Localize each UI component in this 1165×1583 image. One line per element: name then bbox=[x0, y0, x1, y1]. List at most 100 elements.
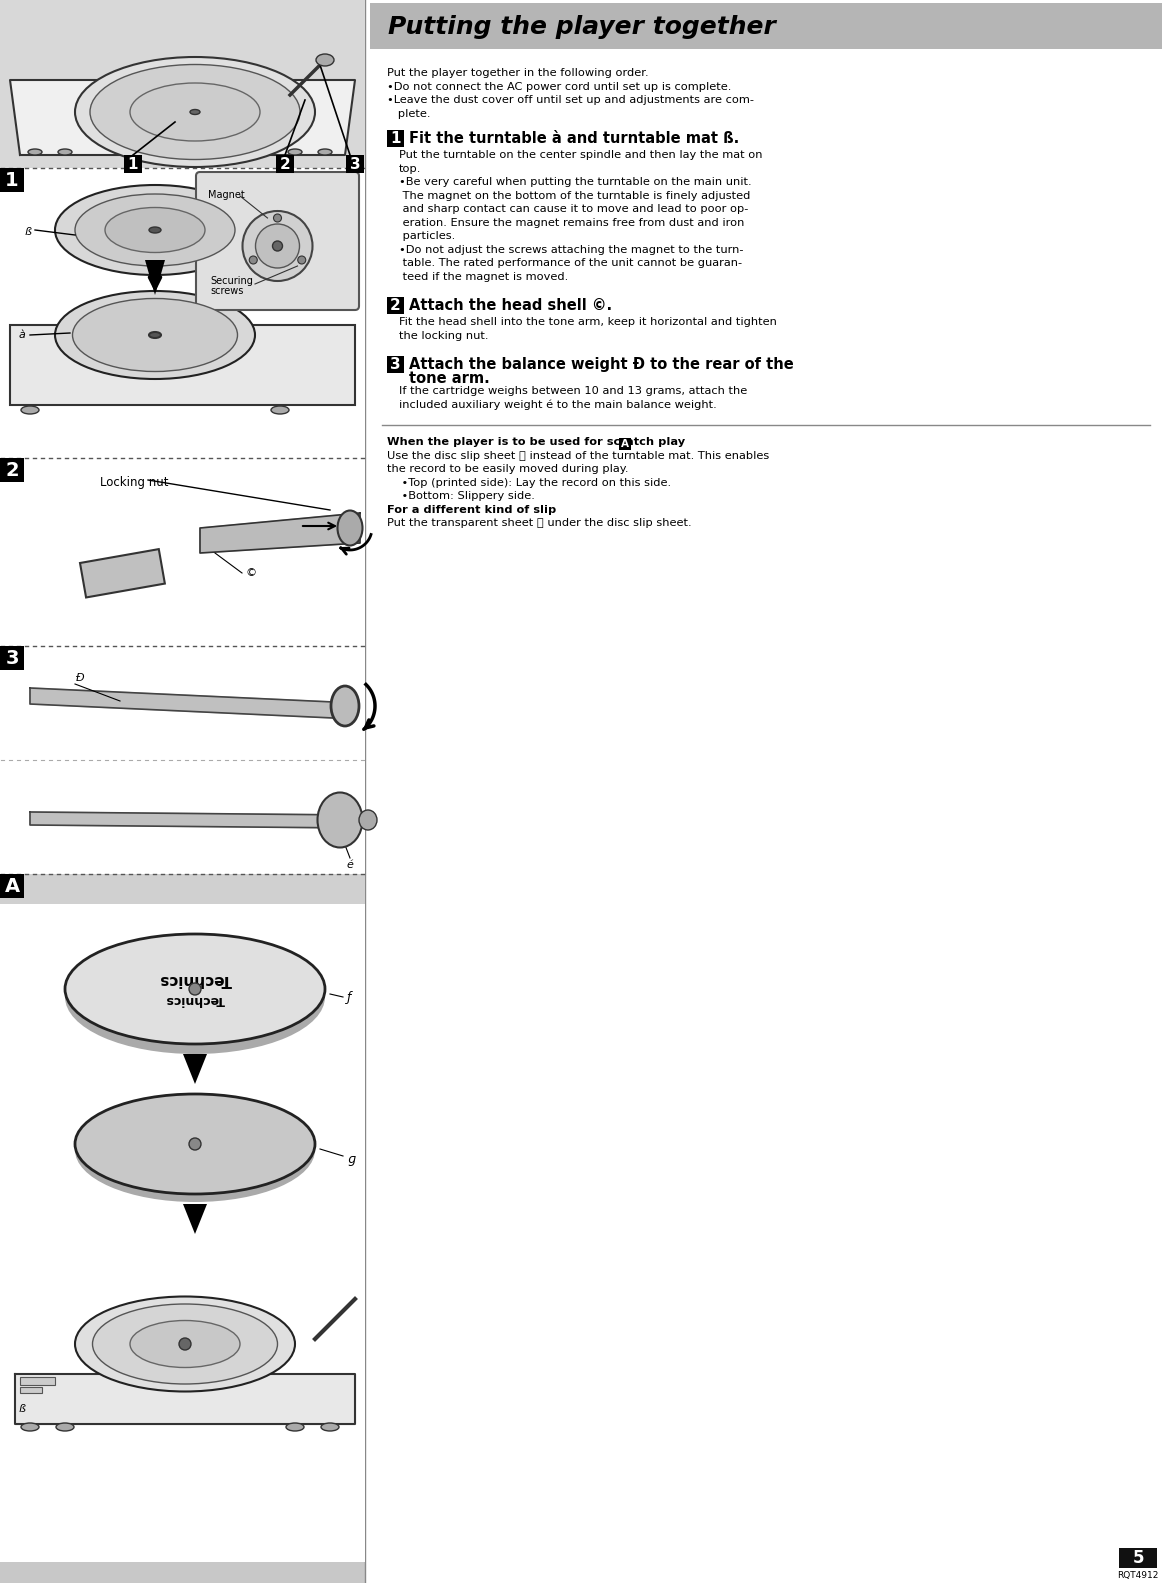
Text: •Leave the dust cover off until set up and adjustments are com-: •Leave the dust cover off until set up a… bbox=[387, 95, 754, 104]
Ellipse shape bbox=[149, 226, 161, 233]
Text: •Top (printed side): Lay the record on this side.: •Top (printed side): Lay the record on t… bbox=[387, 478, 671, 488]
Bar bbox=[10, 325, 355, 405]
Ellipse shape bbox=[331, 685, 359, 727]
Ellipse shape bbox=[322, 1423, 339, 1431]
Circle shape bbox=[242, 211, 312, 282]
Bar bbox=[20, 1377, 55, 1385]
Circle shape bbox=[189, 1138, 202, 1149]
Text: table. The rated performance of the unit cannot be guaran-: table. The rated performance of the unit… bbox=[398, 258, 742, 268]
Ellipse shape bbox=[65, 934, 325, 1045]
Bar bbox=[123, 155, 142, 173]
Bar bbox=[0, 874, 24, 898]
Bar bbox=[20, 1387, 42, 1393]
Bar bbox=[387, 356, 404, 374]
Ellipse shape bbox=[271, 405, 289, 415]
Ellipse shape bbox=[75, 1094, 315, 1194]
Ellipse shape bbox=[149, 332, 161, 339]
Text: A: A bbox=[5, 877, 20, 896]
Circle shape bbox=[255, 225, 299, 268]
Text: Put the turntable on the center spindle and then lay the mat on: Put the turntable on the center spindle … bbox=[398, 150, 763, 160]
Ellipse shape bbox=[75, 57, 315, 166]
Text: •Be very careful when putting the turntable on the main unit.: •Be very careful when putting the turnta… bbox=[398, 177, 751, 187]
Bar bbox=[387, 298, 404, 313]
Text: included auxiliary weight é to the main balance weight.: included auxiliary weight é to the main … bbox=[398, 399, 716, 410]
Text: ƒ: ƒ bbox=[347, 991, 352, 1004]
Ellipse shape bbox=[130, 82, 260, 141]
Text: •Bottom: Slippery side.: •Bottom: Slippery side. bbox=[387, 491, 535, 500]
Ellipse shape bbox=[105, 207, 205, 253]
Text: ɡ: ɡ bbox=[347, 1152, 355, 1165]
Ellipse shape bbox=[92, 1304, 277, 1384]
Text: 3: 3 bbox=[390, 358, 401, 372]
Text: ß: ß bbox=[24, 226, 31, 237]
Text: Put the player together in the following order.: Put the player together in the following… bbox=[387, 68, 649, 78]
Ellipse shape bbox=[285, 1423, 304, 1431]
Ellipse shape bbox=[58, 149, 72, 155]
Ellipse shape bbox=[65, 940, 325, 1054]
Text: 1: 1 bbox=[390, 131, 401, 146]
Text: RQT4912: RQT4912 bbox=[1117, 1570, 1159, 1580]
Ellipse shape bbox=[288, 149, 302, 155]
Ellipse shape bbox=[75, 195, 235, 266]
Ellipse shape bbox=[316, 54, 334, 66]
Bar bbox=[0, 0, 365, 1583]
Text: eration. Ensure the magnet remains free from dust and iron: eration. Ensure the magnet remains free … bbox=[398, 217, 744, 228]
Text: teed if the magnet is moved.: teed if the magnet is moved. bbox=[398, 272, 569, 282]
Text: Technics: Technics bbox=[158, 972, 232, 986]
Ellipse shape bbox=[28, 149, 42, 155]
Bar bbox=[0, 646, 24, 670]
Ellipse shape bbox=[90, 65, 301, 160]
Text: 3: 3 bbox=[350, 157, 360, 171]
Ellipse shape bbox=[130, 1320, 240, 1368]
Text: A: A bbox=[621, 438, 629, 450]
Bar bbox=[276, 155, 294, 173]
Circle shape bbox=[274, 214, 282, 222]
Text: the record to be easily moved during play.: the record to be easily moved during pla… bbox=[387, 464, 628, 473]
Ellipse shape bbox=[338, 510, 362, 546]
Ellipse shape bbox=[318, 149, 332, 155]
Ellipse shape bbox=[318, 793, 362, 847]
Text: é: é bbox=[346, 860, 353, 871]
Bar bbox=[0, 646, 365, 874]
Polygon shape bbox=[183, 1054, 207, 1084]
Bar bbox=[370, 3, 1162, 49]
Text: 2: 2 bbox=[390, 298, 401, 313]
Ellipse shape bbox=[72, 299, 238, 372]
Ellipse shape bbox=[55, 185, 255, 275]
Bar bbox=[0, 168, 365, 457]
Text: For a different kind of slip: For a different kind of slip bbox=[387, 505, 556, 514]
Text: Attach the balance weight Ð to the rear of the: Attach the balance weight Ð to the rear … bbox=[409, 358, 793, 372]
Ellipse shape bbox=[75, 1296, 295, 1391]
Text: 2: 2 bbox=[280, 157, 290, 171]
Circle shape bbox=[298, 256, 305, 264]
Circle shape bbox=[273, 241, 282, 252]
Ellipse shape bbox=[75, 1099, 315, 1201]
Text: Attach the head shell ©.: Attach the head shell ©. bbox=[409, 298, 612, 313]
Text: particles.: particles. bbox=[398, 231, 456, 241]
Polygon shape bbox=[30, 812, 355, 828]
Text: Putting the player together: Putting the player together bbox=[388, 14, 776, 40]
Polygon shape bbox=[200, 513, 360, 552]
Bar bbox=[1120, 1548, 1157, 1569]
Polygon shape bbox=[30, 689, 355, 719]
Text: •Do not connect the AC power cord until set up is complete.: •Do not connect the AC power cord until … bbox=[387, 81, 732, 92]
Bar bbox=[0, 874, 365, 1562]
Text: the locking nut.: the locking nut. bbox=[398, 331, 488, 340]
Ellipse shape bbox=[21, 1423, 38, 1431]
Bar bbox=[346, 155, 363, 173]
Bar bbox=[0, 0, 365, 168]
Text: à: à bbox=[19, 329, 26, 340]
Text: Locking nut: Locking nut bbox=[100, 476, 169, 489]
Text: Put the transparent sheet ⓖ under the disc slip sheet.: Put the transparent sheet ⓖ under the di… bbox=[387, 518, 692, 529]
Bar bbox=[365, 0, 1165, 1583]
Text: ©: © bbox=[245, 568, 256, 578]
Bar bbox=[620, 438, 631, 450]
Bar bbox=[0, 168, 24, 192]
Text: and sharp contact can cause it to move and lead to poor op-: and sharp contact can cause it to move a… bbox=[398, 204, 748, 214]
Text: 5: 5 bbox=[1132, 1550, 1144, 1567]
Text: Fit the head shell into the tone arm, keep it horizontal and tighten: Fit the head shell into the tone arm, ke… bbox=[398, 317, 777, 328]
Text: •Do not adjust the screws attaching the magnet to the turn-: •Do not adjust the screws attaching the … bbox=[398, 244, 743, 255]
Text: Use the disc slip sheet ⓕ instead of the turntable mat. This enables: Use the disc slip sheet ⓕ instead of the… bbox=[387, 451, 769, 461]
Text: tone arm.: tone arm. bbox=[409, 370, 489, 386]
Ellipse shape bbox=[359, 810, 377, 829]
